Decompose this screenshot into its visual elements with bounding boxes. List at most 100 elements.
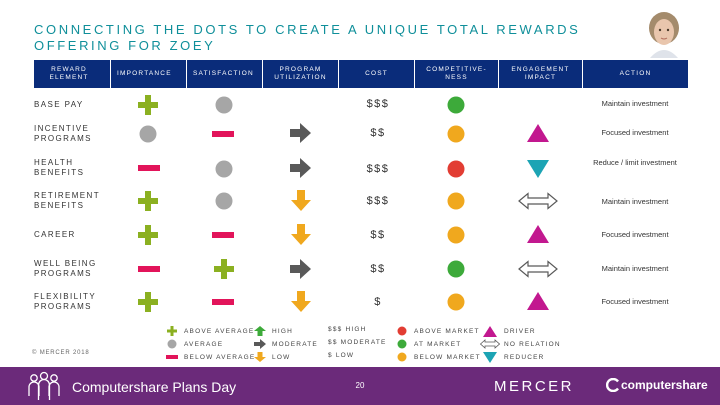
legend-driver: DRIVER xyxy=(480,325,536,337)
circle-gold-icon xyxy=(447,293,465,311)
reward-element-label: FLEXIBILITY PROGRAMS xyxy=(34,292,96,311)
plus-icon xyxy=(138,95,158,115)
legend-moderate: MODERATE xyxy=(252,339,318,349)
circle-green-icon xyxy=(447,260,465,278)
slide-title-line2: OFFERING FOR ZOEY xyxy=(34,38,216,53)
table-row: CAREER $$ Focused investment xyxy=(34,218,688,252)
circle-green-icon xyxy=(397,339,407,349)
double-arrow-icon xyxy=(480,339,500,349)
table-header: REWARD ELEMENT IMPORTANCE SATISFACTION P… xyxy=(34,60,688,88)
reward-element-label: CAREER xyxy=(34,230,76,239)
circle-icon xyxy=(215,160,233,178)
circle-icon xyxy=(215,96,233,114)
header-action: ACTION xyxy=(582,60,688,88)
plus-icon xyxy=(138,191,158,211)
action-text: Maintain investment xyxy=(601,264,669,273)
cost-value: $$ xyxy=(370,263,386,275)
arrow-down-icon xyxy=(291,224,311,245)
action-text: Focused investment xyxy=(601,297,669,306)
circle-gold-icon xyxy=(447,192,465,210)
legend-reducer: REDUCER xyxy=(480,351,545,363)
circle-icon xyxy=(167,339,177,349)
action-text: Reduce / limit investment xyxy=(593,158,677,167)
action-text: Focused investment xyxy=(601,128,669,137)
arrow-up-icon xyxy=(254,326,266,336)
table-row: FLEXIBILITY PROGRAMS $ Focused investmen… xyxy=(34,285,688,319)
action-text: Maintain investment xyxy=(601,197,669,206)
header-importance: IMPORTANCE xyxy=(110,60,186,88)
legend-below-average: BELOW AVERAGE xyxy=(164,352,255,362)
triangle-up-icon xyxy=(483,325,497,337)
computershare-mark-icon xyxy=(606,378,619,392)
legend-above-average: ABOVE AVERAGE xyxy=(164,326,254,336)
slide-title-line1: CONNECTING THE DOTS TO CREATE A UNIQUE T… xyxy=(34,22,581,37)
plus-icon xyxy=(167,326,177,336)
copyright: © MERCER 2018 xyxy=(32,350,90,356)
legend-cost-high: $$$ HIGH xyxy=(328,326,367,333)
header-satisfaction: SATISFACTION xyxy=(186,60,262,88)
double-arrow-icon xyxy=(518,192,558,210)
legend-at-market: AT MARKET xyxy=(394,339,461,349)
triangle-up-icon xyxy=(527,292,549,310)
circle-red-icon xyxy=(397,326,407,336)
cost-value: $$$ xyxy=(366,98,390,110)
circle-green-icon xyxy=(447,96,465,114)
circle-red-icon xyxy=(447,160,465,178)
table-row: BASE PAY $$$ Maintain investment xyxy=(34,88,688,122)
legend-average: AVERAGE xyxy=(164,339,223,349)
header-reward-element: REWARD ELEMENT xyxy=(49,66,89,81)
reward-element-label: WELL BEING PROGRAMS xyxy=(34,259,97,278)
footer-bar: Computershare Plans Day 20 MERCER comput… xyxy=(0,367,720,405)
arrow-down-icon xyxy=(291,291,311,312)
plus-icon xyxy=(138,225,158,245)
plus-icon xyxy=(214,259,234,279)
header-competitiveness: COMPETITIVE-NESS xyxy=(414,60,498,88)
circle-icon xyxy=(215,192,233,210)
triangle-up-icon xyxy=(527,225,549,243)
cost-value: $$$ xyxy=(366,163,390,175)
reward-element-label: RETIREMENT BENEFITS xyxy=(34,191,100,210)
triangle-down-icon xyxy=(527,160,549,178)
legend-high: HIGH xyxy=(252,326,293,336)
table-row: HEALTH BENEFITS $$$ Reduce / limit inves… xyxy=(34,151,688,185)
cost-value: $$ xyxy=(370,229,386,241)
triangle-up-icon xyxy=(527,124,549,142)
circle-gold-icon xyxy=(397,352,407,362)
page-number: 20 xyxy=(355,381,365,390)
minus-icon xyxy=(138,165,160,171)
arrow-right-icon xyxy=(290,123,311,143)
table-row: INCENTIVE PROGRAMS $$ Focused investment xyxy=(34,117,688,151)
minus-icon xyxy=(212,299,234,305)
action-text: Focused investment xyxy=(601,230,669,239)
cost-value: $ xyxy=(374,296,382,308)
header-engagement-impact: ENGAGEMENT IMPACT xyxy=(498,60,582,88)
triangle-down-icon xyxy=(483,351,497,363)
arrow-down-icon xyxy=(254,352,266,362)
plus-icon xyxy=(138,292,158,312)
header-cost: COST xyxy=(338,60,414,88)
minus-icon xyxy=(212,131,234,137)
circle-icon xyxy=(139,125,157,143)
reward-element-label: BASE PAY xyxy=(34,100,84,109)
mercer-logo: MERCER xyxy=(494,378,575,395)
cost-value: $$$ xyxy=(366,195,390,207)
reward-element-label: HEALTH BENEFITS xyxy=(34,158,85,177)
legend-no-relation: NO RELATION xyxy=(480,339,561,349)
computershare-logo: computershare xyxy=(606,378,708,392)
table-row: RETIREMENT BENEFITS $$$ Maintain investm… xyxy=(34,184,688,218)
legend-low: LOW xyxy=(252,352,290,362)
arrow-down-icon xyxy=(291,190,311,211)
circle-gold-icon xyxy=(447,226,465,244)
slide-title: CONNECTING THE DOTS TO CREATE A UNIQUE T… xyxy=(34,22,634,54)
minus-icon xyxy=(138,266,160,272)
action-text: Maintain investment xyxy=(601,99,669,108)
footer-title: Computershare Plans Day xyxy=(72,379,237,395)
arrow-right-icon xyxy=(290,158,311,178)
legend-cost-moderate: $$ MODERATE xyxy=(328,339,387,346)
circle-gold-icon xyxy=(447,125,465,143)
legend-below-market: BELOW MARKET xyxy=(394,352,481,362)
arrow-right-icon xyxy=(254,339,266,349)
table-row: WELL BEING PROGRAMS $$ Maintain investme… xyxy=(34,252,688,286)
reward-element-label: INCENTIVE PROGRAMS xyxy=(34,124,92,143)
arrow-right-icon xyxy=(290,259,311,279)
